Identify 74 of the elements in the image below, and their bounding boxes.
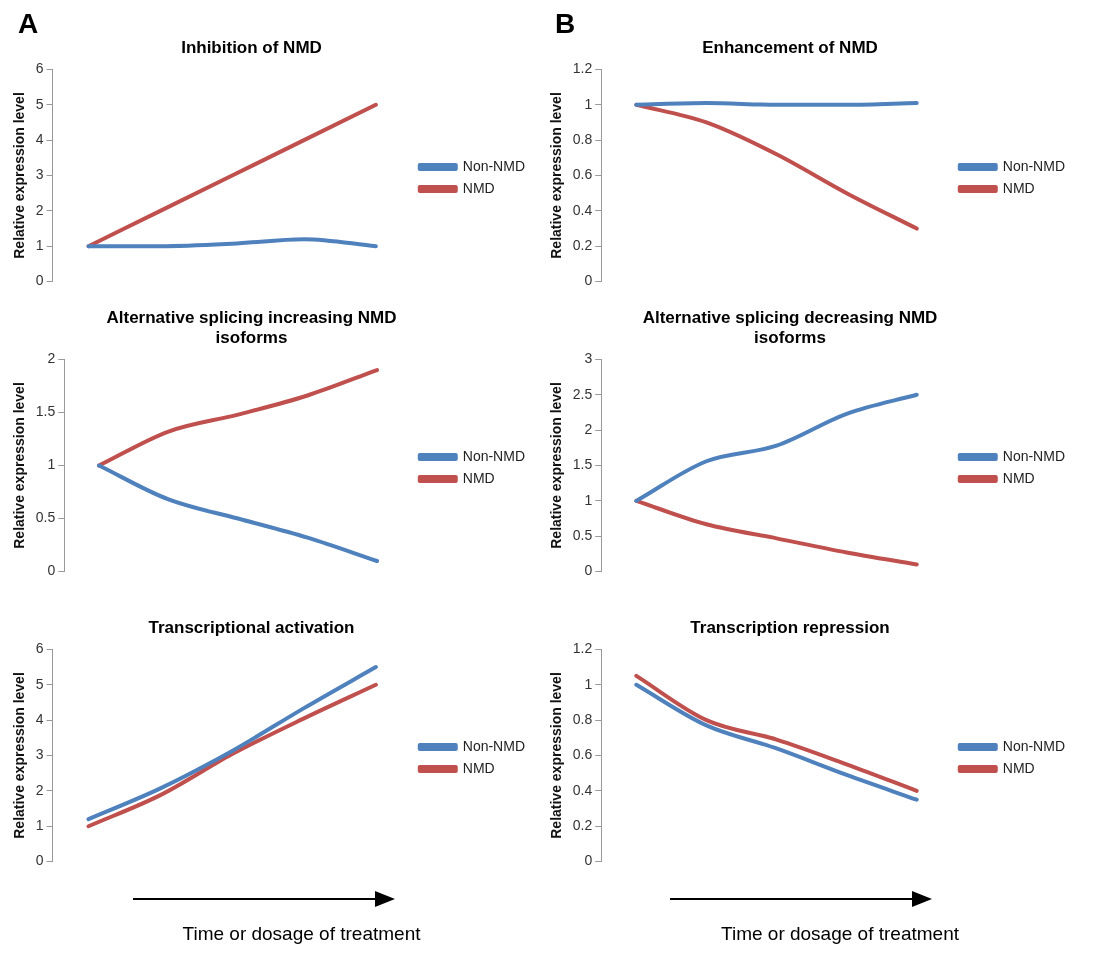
y-tick-label: 3 — [35, 166, 44, 183]
y-tick-label: 1 — [584, 675, 593, 692]
chart-title: Transcriptional activation — [147, 617, 356, 638]
y-tick-label: 1.5 — [572, 456, 593, 473]
legend-label: Non-NMD — [462, 737, 526, 754]
y-tick-label: 2 — [584, 420, 593, 437]
chart-title: Enhancement of NMD — [702, 38, 878, 57]
y-axis-title: Relative expression level — [548, 382, 565, 549]
y-tick-label: 0.5 — [35, 509, 56, 526]
y-tick-label: 3 — [35, 746, 44, 763]
y-tick-label: 0.2 — [572, 237, 593, 254]
chart-title: Transcription repression — [689, 617, 891, 638]
legend-label: Non-NMD — [462, 157, 526, 174]
y-tick-label: 1.5 — [35, 403, 56, 420]
y-tick-label: 1 — [584, 491, 593, 508]
y-tick-label: 0.4 — [572, 201, 593, 218]
y-tick-label: 6 — [35, 640, 44, 657]
y-tick-label: 2 — [35, 201, 44, 218]
y-tick-label: 0 — [584, 852, 593, 869]
y-tick-label: 0 — [35, 852, 44, 869]
y-tick-label: 5 — [35, 675, 44, 692]
line-series — [634, 102, 919, 231]
y-tick-label: 4 — [35, 710, 44, 727]
legend-label: Non-NMD — [1002, 447, 1066, 464]
text: B — [555, 8, 576, 40]
y-tick-label: 0.5 — [572, 527, 593, 544]
chart-title: Alternative splicing decreasing NMD isoforms — [641, 307, 939, 348]
text: A — [18, 8, 39, 40]
y-tick-label: 1 — [584, 95, 593, 112]
legend-label: Non-NMD — [462, 447, 526, 464]
legend-label: Non-NMD — [1002, 157, 1066, 174]
y-tick-label: 1.2 — [572, 60, 593, 77]
chart-title: Alternative splicing increasing NMD isoforms — [105, 307, 398, 348]
legend-label: Non-NMD — [1002, 737, 1066, 754]
y-tick-label: 0.6 — [572, 746, 593, 763]
y-tick-label: 1 — [35, 817, 44, 834]
y-tick-label: 0 — [584, 272, 593, 289]
legend-label: NMD — [1002, 469, 1035, 486]
y-tick-label: 1 — [47, 456, 56, 473]
y-axis-title: Relative expression level — [11, 672, 28, 839]
chart-title: Inhibition of NMD — [181, 38, 322, 57]
legend-label: NMD — [462, 179, 495, 196]
line-series — [634, 498, 919, 567]
y-tick-label: 0.2 — [572, 817, 593, 834]
line-series — [97, 368, 380, 468]
y-tick-label: 0.6 — [572, 166, 593, 183]
y-tick-label: 0.8 — [572, 710, 593, 727]
y-tick-label: 2.5 — [572, 385, 593, 402]
y-tick-label: 6 — [35, 60, 44, 77]
y-tick-label: 1 — [35, 237, 44, 254]
y-tick-label: 2 — [47, 350, 56, 367]
y-axis-title: Relative expression level — [548, 672, 565, 839]
y-tick-label: 0.8 — [572, 130, 593, 147]
y-tick-label: 1.2 — [572, 640, 593, 657]
legend-label: NMD — [1002, 179, 1035, 196]
y-tick-label: 5 — [35, 95, 44, 112]
line-series — [634, 392, 919, 503]
y-tick-label: 4 — [35, 130, 44, 147]
y-tick-label: 0 — [584, 562, 593, 579]
y-tick-label: 3 — [584, 350, 593, 367]
y-axis-title: Relative expression level — [11, 92, 28, 259]
y-axis-title: Relative expression level — [11, 382, 28, 549]
line-series — [97, 463, 380, 563]
y-tick-label: 0 — [47, 562, 56, 579]
x-axis-title: Time or dosage of treatment — [720, 923, 960, 945]
legend-label: NMD — [462, 469, 495, 486]
y-tick-label: 2 — [35, 781, 44, 798]
y-tick-label: 0 — [35, 272, 44, 289]
legend-label: NMD — [462, 759, 495, 776]
legend-label: NMD — [1002, 759, 1035, 776]
x-axis-title: Time or dosage of treatment — [181, 923, 422, 945]
y-axis-title: Relative expression level — [548, 92, 565, 259]
line-series — [86, 102, 378, 249]
y-tick-label: 0.4 — [572, 781, 593, 798]
